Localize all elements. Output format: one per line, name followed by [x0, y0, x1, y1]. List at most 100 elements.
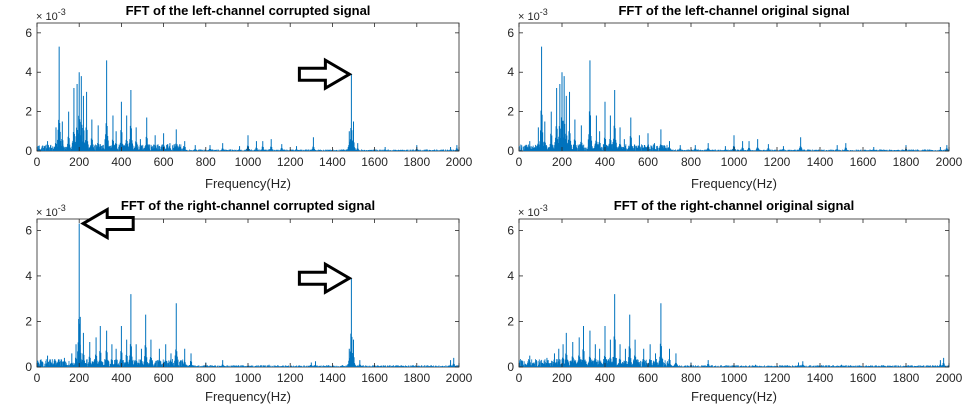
- spectrum-peak: [109, 344, 114, 367]
- y-tick-label: 0: [25, 360, 32, 374]
- spectrum-peak: [188, 353, 194, 367]
- plot-area: 0 200 400 600 800 1000 1200 1400 1600 1800 2000 0 2 4…: [25, 22, 473, 169]
- y-exponent-label: × 10-3: [36, 7, 66, 23]
- spectrum-peak: [73, 344, 79, 367]
- spectrum-peak: [564, 95, 569, 151]
- x-tick-label: 1200: [277, 155, 304, 169]
- x-tick-label: 1000: [235, 155, 262, 169]
- spectrum-peak: [641, 348, 646, 367]
- spectrum-peak: [645, 133, 651, 151]
- subplot-right-corrupted: FFT of the right-channel corrupted signa…: [25, 198, 472, 404]
- spectrum-peak: [653, 353, 658, 367]
- spectrum-peak: [157, 348, 162, 367]
- x-tick-label: 800: [196, 371, 216, 385]
- spectrum-peak: [53, 127, 59, 151]
- x-tick-label: 1400: [319, 155, 346, 169]
- plot-area: 0 200 400 600 800 1000 1200 1400 1600 1800 2000 0 2 4…: [25, 218, 473, 385]
- y-tick-label: 6: [25, 223, 32, 237]
- spectrum-peak: [355, 143, 360, 151]
- spectrum-peak: [45, 141, 50, 151]
- spectrum-peak: [632, 339, 638, 367]
- x-tick-label: 1200: [277, 371, 304, 385]
- x-tick-label: 200: [69, 371, 89, 385]
- spectrum-peak: [612, 89, 617, 151]
- spectrum-peak: [938, 360, 943, 367]
- spectrum-peak: [938, 147, 943, 151]
- y-tick-label: 2: [507, 314, 514, 328]
- spectrum-peak: [98, 326, 103, 367]
- spectrum-peak: [104, 330, 109, 367]
- spectrum-peak: [168, 353, 174, 367]
- spectrum-peak: [207, 145, 213, 151]
- spectrum-peak: [835, 145, 840, 151]
- spectrum-peak: [652, 143, 657, 151]
- spectrum-peak: [57, 46, 62, 151]
- spectrum-peak: [941, 357, 946, 367]
- y-exponent-power: -3: [540, 7, 548, 17]
- spectrum-peak: [128, 89, 133, 151]
- spectrum-peak: [706, 143, 711, 151]
- spectrum-peak: [597, 131, 602, 151]
- spectrum-peak: [549, 111, 554, 151]
- spectrum-peak: [78, 316, 83, 367]
- y-tick-label: 6: [507, 26, 514, 40]
- x-tick-label: 600: [638, 155, 658, 169]
- x-tick-label: 1000: [235, 371, 262, 385]
- x-tick-label: 1400: [807, 371, 834, 385]
- annotation-arrows: [80, 57, 353, 295]
- spectrum-peak: [193, 145, 198, 151]
- spectrum-peak: [148, 339, 154, 367]
- spectrum-peak: [552, 353, 557, 367]
- x-tick-label: 0: [516, 155, 523, 169]
- spectrum-peak: [267, 364, 272, 367]
- spectrum-peak: [351, 121, 356, 151]
- series-spectrum: [519, 294, 950, 367]
- spectrum-peak: [128, 294, 133, 367]
- x-tick-label: 0: [34, 371, 41, 385]
- spectrum-peak: [69, 353, 74, 367]
- spectrum-peak: [124, 115, 129, 151]
- spectrum-peak: [153, 135, 158, 151]
- chart-title: FFT of the right-channel corrupted signa…: [121, 198, 375, 213]
- x-tick-label: 0: [34, 155, 41, 169]
- spectrum-peak: [114, 348, 119, 367]
- x-tick-label: 200: [552, 371, 572, 385]
- spectrum-peak: [104, 60, 109, 151]
- spectrum-peak: [627, 314, 632, 367]
- spectrum-peak: [608, 115, 613, 151]
- spectrum-peak: [755, 139, 760, 151]
- subplot-right-original: FFT of the right-channel original signal…: [507, 198, 962, 404]
- x-tick-label: 200: [552, 155, 572, 169]
- x-tick-label: 1000: [721, 371, 748, 385]
- spectrum-peak: [602, 101, 608, 151]
- spectrum-peak: [254, 141, 259, 151]
- spectrum-peak: [448, 147, 453, 151]
- x-tick-label: 1000: [721, 155, 748, 169]
- spectrum-peak: [527, 141, 532, 151]
- spectrum-peak: [87, 341, 92, 367]
- spectrum-peak: [81, 95, 86, 151]
- spectrum-peak: [527, 355, 532, 367]
- spectrum-peak: [623, 348, 628, 367]
- y-tick-label: 2: [25, 105, 32, 119]
- spectrum-peak: [658, 303, 664, 367]
- spectrum-peak: [448, 360, 453, 367]
- x-tick-label: 1600: [850, 371, 877, 385]
- spectrum-peak: [579, 125, 584, 151]
- x-axis-label: Frequency(Hz): [691, 176, 777, 191]
- y-tick-label: 2: [25, 314, 32, 328]
- x-tick-label: 400: [595, 371, 615, 385]
- x-tick-label: 800: [196, 155, 216, 169]
- spectrum-peak: [451, 357, 456, 367]
- x-tick-label: 1600: [850, 155, 877, 169]
- y-tick-label: 6: [25, 26, 32, 40]
- spectrum-peak: [648, 344, 653, 367]
- x-tick-label: 2000: [446, 155, 473, 169]
- spectrum-peak: [174, 129, 179, 151]
- x-tick-label: 1200: [764, 155, 791, 169]
- spectrum-peak: [143, 314, 148, 367]
- spectrum-peak: [602, 326, 608, 367]
- x-tick-label: 400: [111, 371, 131, 385]
- spectrum-peak: [871, 147, 876, 151]
